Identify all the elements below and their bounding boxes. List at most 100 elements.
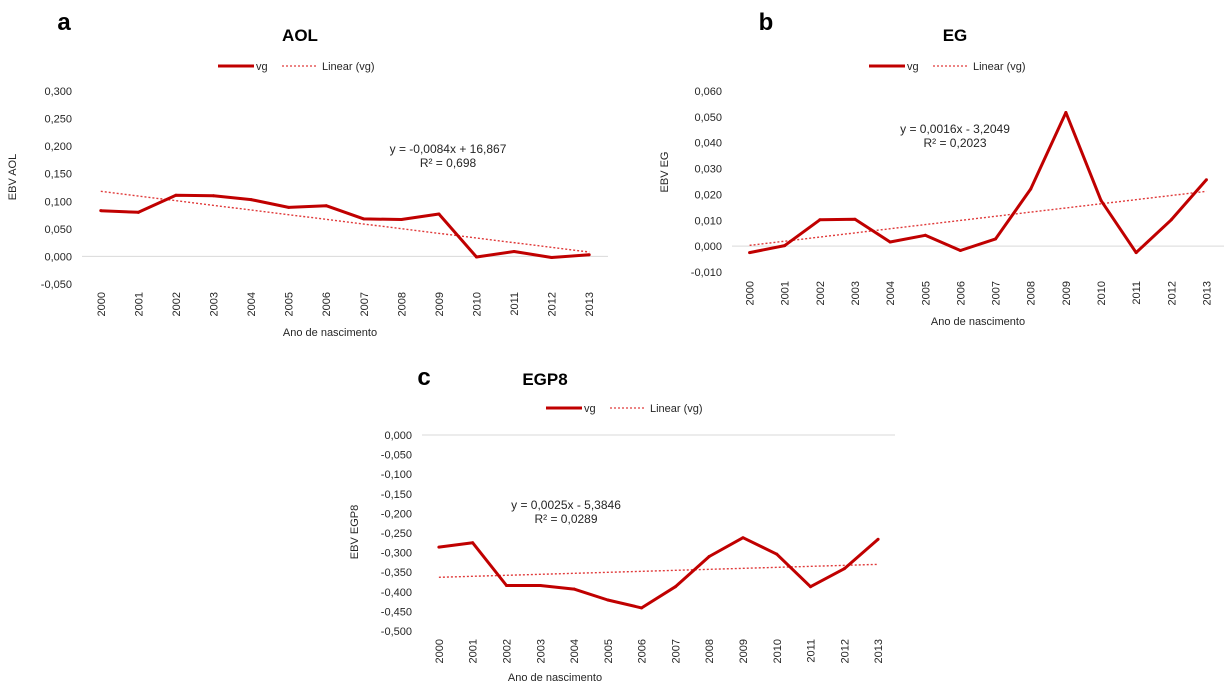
panel-letter: c xyxy=(417,364,430,391)
data-point-vg xyxy=(1134,251,1138,255)
chart-aol: a AOL vg Linear (vg) -0,050 0,000 0,050 0,100 0,… xyxy=(7,9,608,339)
x-tick-label: 2000 xyxy=(745,281,757,305)
y-tick-label: -0,300 xyxy=(381,548,412,560)
trendline-r-squared: R² = 0,0289 xyxy=(534,512,597,526)
y-tick-label: -0,050 xyxy=(41,279,72,291)
data-point-vg xyxy=(471,541,475,545)
y-tick-label: -0,250 xyxy=(381,528,412,540)
data-point-vg xyxy=(212,194,215,198)
legend-label-vg: vg xyxy=(584,403,596,415)
x-axis-title: Ano de nascimento xyxy=(931,316,1025,328)
trendline-r-squared: R² = 0,2023 xyxy=(923,136,986,150)
x-tick-label: 2003 xyxy=(850,281,862,305)
data-point-vg xyxy=(640,606,644,610)
data-point-vg xyxy=(842,567,846,571)
data-point-vg xyxy=(741,536,745,540)
x-tick-label: 2006 xyxy=(955,281,967,305)
y-tick-label: 0,000 xyxy=(694,241,722,253)
x-tick-label: 2004 xyxy=(569,639,581,663)
x-tick-label: 2009 xyxy=(434,292,446,316)
x-tick-label: 2007 xyxy=(670,639,682,663)
trendline-r-squared: R² = 0,698 xyxy=(420,156,477,170)
chart-panel-egp8: c EGP8 vg Linear (vg) -0,500 -0,450 -0,400 -0,3… xyxy=(340,362,900,687)
y-tick-label: 0,000 xyxy=(44,251,72,263)
trendline-linear-vg xyxy=(100,190,590,253)
legend-label-linear: Linear (vg) xyxy=(973,61,1026,73)
x-tick-label: 2005 xyxy=(284,292,296,316)
y-tick-label: -0,500 xyxy=(381,626,412,638)
y-tick-label: 0,020 xyxy=(694,189,722,201)
data-point-vg xyxy=(437,545,441,549)
x-tick-label: 2006 xyxy=(321,292,333,316)
y-tick-label: 0,010 xyxy=(694,215,722,227)
data-point-vg xyxy=(538,584,542,588)
x-tick-label: 2002 xyxy=(501,639,513,663)
y-axis-title: EBV EG xyxy=(659,152,671,193)
data-point-vg xyxy=(362,217,366,221)
x-tick-label: 2008 xyxy=(1026,281,1038,305)
y-tick-label: 0,030 xyxy=(694,164,722,176)
data-point-vg xyxy=(809,585,813,589)
x-tick-label: 2004 xyxy=(885,281,897,305)
trendline-linear-vg xyxy=(438,563,879,578)
series-line-vg xyxy=(100,193,590,259)
x-tick-label: 2002 xyxy=(171,292,183,316)
x-tick-label: 2004 xyxy=(246,292,258,316)
data-point-vg xyxy=(888,240,892,244)
y-tick-label: -0,150 xyxy=(381,489,412,501)
data-point-vg xyxy=(1064,110,1068,114)
chart-egp8: c EGP8 vg Linear (vg) -0,500 -0,450 -0,400 -0,3… xyxy=(349,364,895,684)
legend-label-vg: vg xyxy=(907,61,919,73)
panel-letter: a xyxy=(57,9,71,36)
y-tick-label: -0,450 xyxy=(381,606,412,618)
x-tick-label: 2000 xyxy=(96,292,108,316)
x-tick-label: 2007 xyxy=(359,292,371,316)
legend-label-linear: Linear (vg) xyxy=(650,403,703,415)
data-point-vg xyxy=(1204,178,1208,182)
chart-panel-aol: a AOL vg Linear (vg) -0,050 0,000 0,050 0,100 0,… xyxy=(0,0,612,345)
y-tick-label: 0,050 xyxy=(694,112,722,124)
x-tick-label: 2012 xyxy=(547,292,559,316)
y-tick-label: -0,400 xyxy=(381,587,412,599)
x-tick-label: 2000 xyxy=(434,639,446,663)
data-point-vg xyxy=(475,255,478,259)
y-tick-label: -0,010 xyxy=(691,267,722,279)
trendline-equation: y = 0,0025x - 5,3846 xyxy=(511,498,621,512)
data-point-vg xyxy=(775,552,779,556)
trendline-linear-vg xyxy=(749,190,1207,247)
data-point-vg xyxy=(606,598,610,602)
x-tick-label: 2005 xyxy=(603,639,615,663)
series-line-vg xyxy=(749,111,1208,255)
x-tick-label: 2001 xyxy=(133,292,145,316)
y-tick-label: 0,050 xyxy=(44,224,72,236)
panel-letter: b xyxy=(759,9,774,36)
data-point-vg xyxy=(818,218,822,222)
x-tick-label: 2005 xyxy=(920,281,932,305)
chart-title: EGP8 xyxy=(522,370,567,389)
x-tick-label: 2011 xyxy=(806,639,818,663)
data-point-vg xyxy=(923,233,927,237)
data-point-vg xyxy=(504,584,508,588)
y-tick-label: 0,040 xyxy=(694,138,722,150)
y-axis-title: EBV EGP8 xyxy=(349,505,361,559)
data-point-vg xyxy=(136,210,140,214)
data-point-vg xyxy=(512,249,516,253)
data-point-vg xyxy=(437,212,441,216)
data-point-vg xyxy=(587,253,591,257)
y-tick-label: 0,060 xyxy=(694,86,722,98)
data-point-vg xyxy=(876,537,880,541)
data-point-vg xyxy=(324,204,328,208)
y-tick-label: 0,150 xyxy=(44,169,72,181)
data-point-vg xyxy=(958,249,962,253)
chart-panel-eg: b EG vg Linear (vg) -0,010 0,000 0,010 0,020 0,0… xyxy=(612,0,1224,345)
x-tick-label: 2011 xyxy=(1131,281,1143,305)
x-tick-label: 2008 xyxy=(704,639,716,663)
x-tick-label: 2003 xyxy=(209,292,221,316)
legend: vg Linear (vg) xyxy=(218,61,375,73)
data-point-vg xyxy=(853,217,857,221)
data-point-vg xyxy=(1029,187,1033,191)
data-point-vg xyxy=(783,244,787,248)
y-tick-label: 0,300 xyxy=(44,86,72,98)
x-axis-title: Ano de nascimento xyxy=(283,327,377,339)
legend-label-vg: vg xyxy=(256,61,268,73)
